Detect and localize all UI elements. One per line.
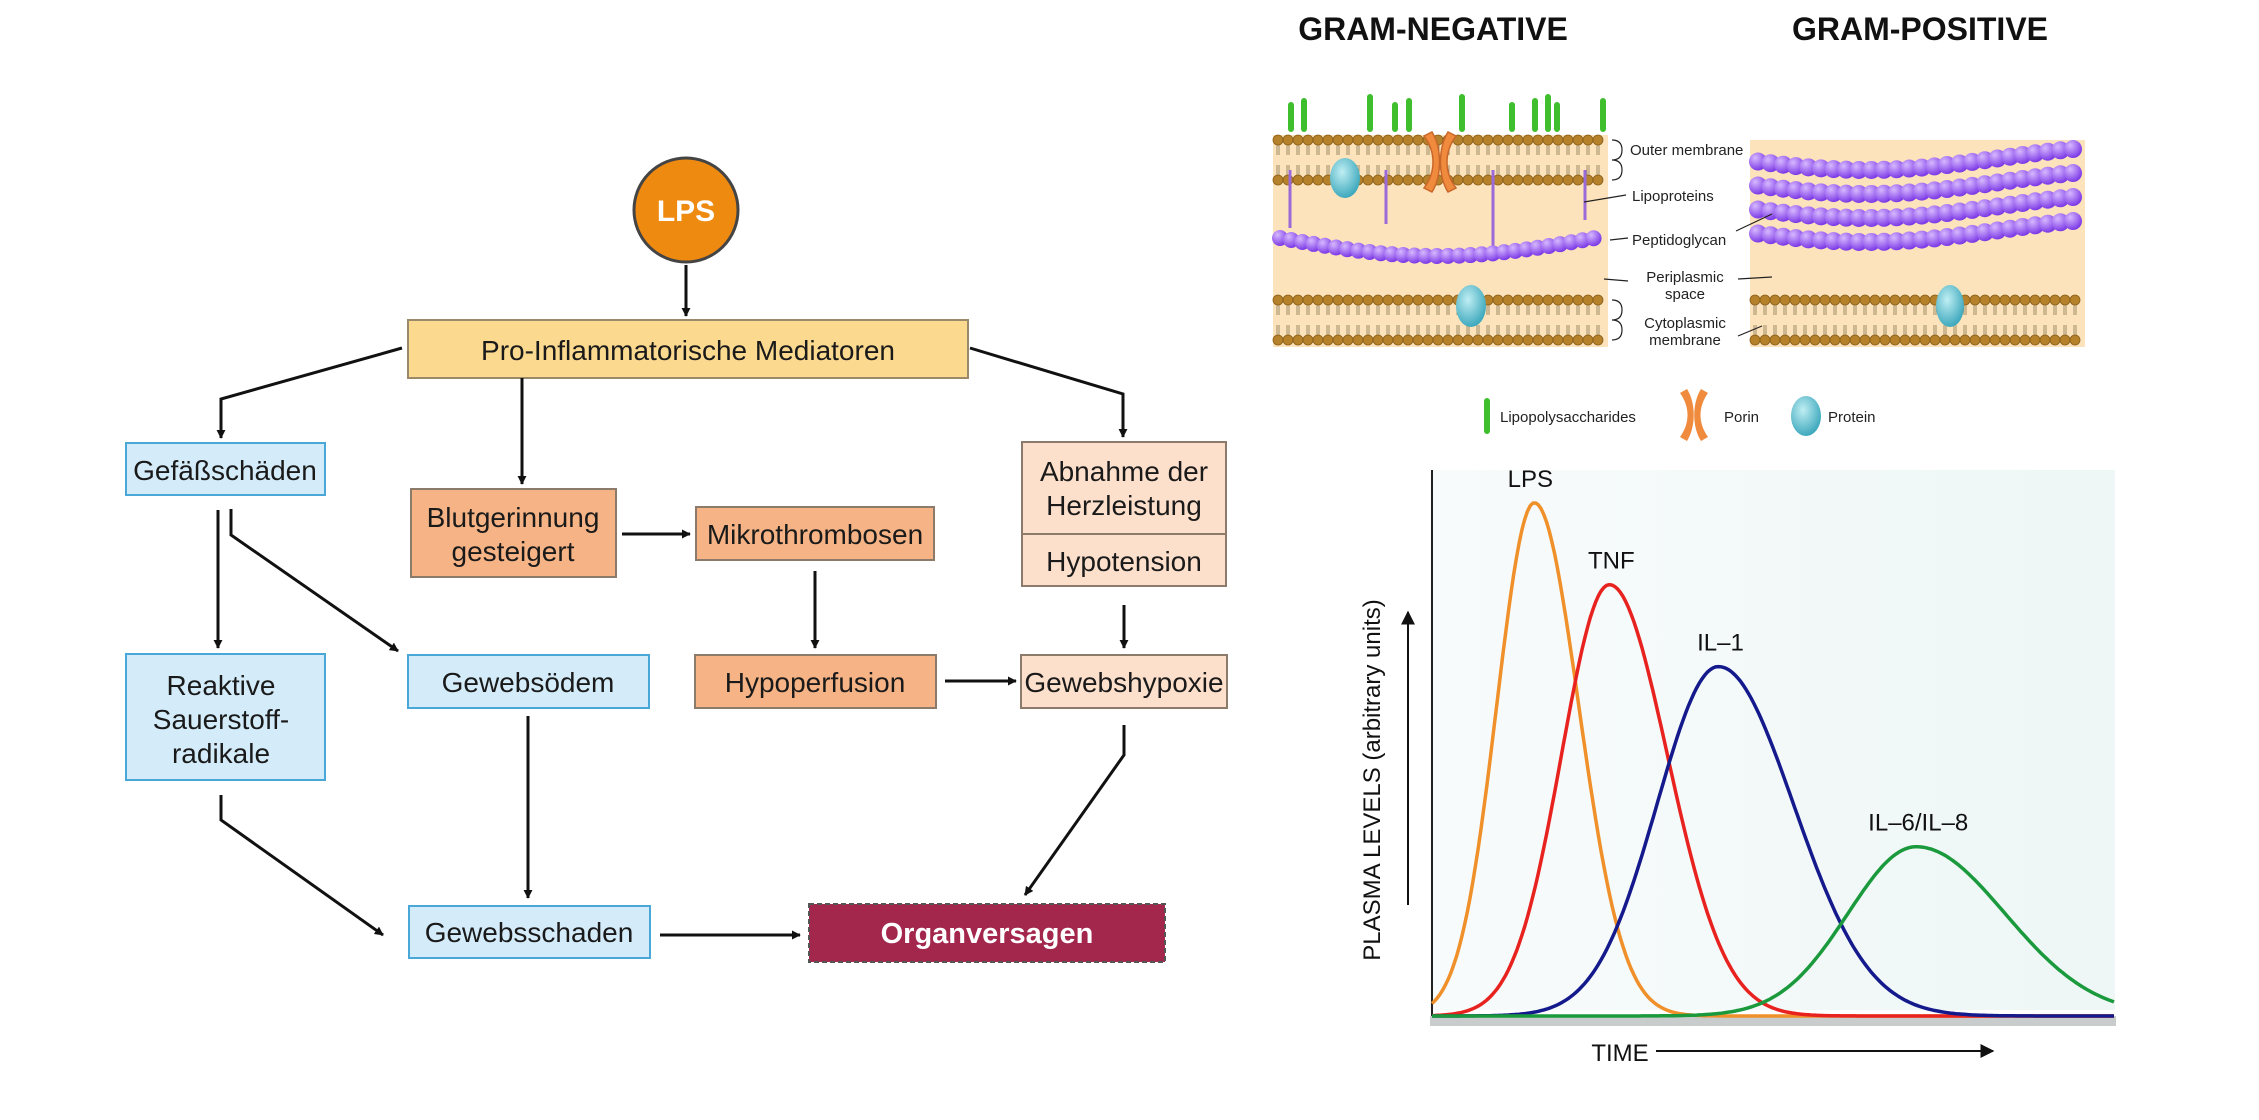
- chart-baseline-shadow: [1430, 1016, 2116, 1026]
- hypotension-label: Hypotension: [1046, 546, 1202, 577]
- lipopolysaccharide-icon: [1484, 398, 1490, 434]
- tissue-hypoxia-node: Gewebshypoxie: [1020, 654, 1228, 709]
- microthrombosis-label: Mikrothrombosen: [707, 519, 923, 550]
- periplasmic-label-1: Periplasmic: [1646, 269, 1724, 286]
- membrane-labels: [1583, 139, 1773, 341]
- cell-wall-legend: Lipopolysaccharides Porin Protein: [1484, 389, 1876, 441]
- tissue-edema-node: Gewebsödem: [407, 654, 650, 709]
- tissue-hypoxia-label: Gewebshypoxie: [1024, 667, 1223, 698]
- outer-membrane-label: Outer membrane: [1630, 142, 1743, 159]
- legend-lps-label: Lipopolysaccharides: [1500, 409, 1636, 426]
- legend-porin-icon: [1680, 389, 1708, 441]
- legend-protein-label: Protein: [1828, 409, 1876, 426]
- lipopolysaccharides: [1288, 94, 1606, 132]
- x-axis-label: TIME: [1591, 1040, 1648, 1067]
- sepsis-flowchart: LPS Pro-Inflammatorische Mediatoren Gefä…: [125, 156, 1228, 963]
- cardiac-output-node: Abnahme der Herzleistung: [1021, 441, 1227, 535]
- gp-protein-icon: [1936, 285, 1964, 327]
- inner-protein-icon: [1456, 285, 1486, 327]
- cytoplasmic-label-2: membrane: [1649, 332, 1721, 349]
- lipoproteins-label: Lipoproteins: [1632, 188, 1714, 205]
- series-label-1: TNF: [1588, 548, 1635, 575]
- series-label-0: LPS: [1508, 466, 1553, 493]
- reactive-oxygen-node: Reaktive Sauerstoff- radikale: [125, 653, 326, 781]
- hypoperfusion-label: Hypoperfusion: [725, 667, 906, 698]
- outer-protein-icon: [1330, 158, 1360, 198]
- hypotension-node: Hypotension: [1021, 533, 1227, 587]
- cell-wall-diagram: GRAM-NEGATIVE GRAM-POSITIVE: [1272, 11, 2085, 441]
- gram-negative-peptidoglycan: [1272, 230, 1602, 264]
- peptidoglycan-label: Peptidoglycan: [1632, 232, 1726, 249]
- lps-node: LPS: [632, 156, 740, 264]
- tissue-damage-label: Gewebsschaden: [425, 917, 634, 948]
- gram-positive-title: GRAM-POSITIVE: [1792, 11, 2048, 47]
- arrow-mediators-cardiac: [969, 346, 1128, 438]
- hypoperfusion-node: Hypoperfusion: [694, 654, 937, 709]
- arrow-hypoxia-organ: [1023, 725, 1126, 896]
- reactive-oxygen-label-1: Reaktive: [167, 670, 276, 701]
- organ-failure-label: Organversagen: [881, 918, 1094, 950]
- microthrombosis-node: Mikrothrombosen: [695, 506, 935, 561]
- series-label-2: IL–1: [1697, 630, 1744, 657]
- gram-positive-cytoplasmic-membrane: [1749, 294, 2081, 346]
- coagulation-label-1: Blutgerinnung: [427, 502, 600, 533]
- arrow-mediators-vascular: [216, 346, 403, 439]
- reactive-oxygen-label-2: Sauerstoff-: [153, 704, 289, 735]
- gram-negative-title: GRAM-NEGATIVE: [1298, 11, 1568, 47]
- chart-background: [1430, 470, 2115, 1010]
- cytoplasmic-label-1: Cytoplasmic: [1644, 315, 1726, 332]
- cardiac-output-label-2: Herzleistung: [1046, 490, 1202, 521]
- cytokine-chart: TIME PLASMA LEVELS (arbitrary units) LPS…: [1359, 466, 2116, 1067]
- coagulation-label-2: gesteigert: [452, 536, 575, 567]
- series-label-3: IL–6/IL–8: [1868, 810, 1968, 837]
- legend-porin-label: Porin: [1724, 409, 1759, 426]
- vascular-damage-label: Gefäßschäden: [133, 455, 317, 486]
- arrow-oxygen-damage: [219, 795, 384, 937]
- mediators-node: Pro-Inflammatorische Mediatoren: [407, 319, 969, 379]
- series-line-3: [1432, 845, 2115, 1018]
- lps-label: LPS: [657, 195, 715, 228]
- flow-arrows: [213, 265, 1129, 940]
- y-axis-label: PLASMA LEVELS (arbitrary units): [1359, 599, 1386, 960]
- arrow-vascular-edema: [229, 509, 399, 653]
- mediators-label: Pro-Inflammatorische Mediatoren: [481, 335, 895, 366]
- cardiac-output-label-1: Abnahme der: [1040, 456, 1208, 487]
- reactive-oxygen-label-3: radikale: [172, 738, 270, 769]
- periplasmic-label-2: space: [1665, 286, 1705, 303]
- vascular-damage-node: Gefäßschäden: [125, 442, 326, 496]
- chart-series-labels: LPS TNF IL–1 IL–6/IL–8: [1508, 466, 1969, 837]
- tissue-damage-node: Gewebsschaden: [408, 905, 651, 959]
- tissue-edema-label: Gewebsödem: [442, 667, 615, 698]
- organ-failure-node: Organversagen: [808, 903, 1166, 963]
- legend-protein-icon: [1791, 396, 1821, 436]
- gram-positive-peptidoglycan: [1749, 140, 2082, 251]
- lipoproteins: [1288, 170, 1587, 252]
- chart-series: [1430, 501, 2115, 1018]
- porin-icon: [1422, 131, 1458, 193]
- series-line-2: [1432, 664, 2114, 1018]
- coagulation-node: Blutgerinnung gesteigert: [410, 488, 617, 578]
